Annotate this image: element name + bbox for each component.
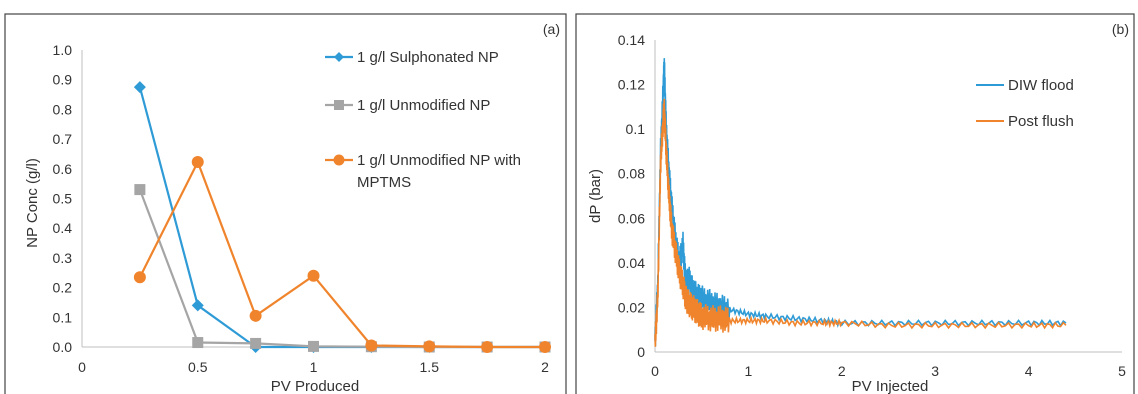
legend-item: 1 g/l Unmodified NP: [325, 97, 490, 114]
series-line: [654, 98, 1067, 347]
panel-b-axes: [654, 40, 1122, 353]
data-point: [133, 271, 146, 284]
data-point: [481, 341, 494, 353]
panel-a-y-axis-title: NP Conc (g/l): [24, 158, 41, 248]
series-3: [133, 155, 551, 353]
data-point: [192, 337, 204, 349]
x-tick-label: 2: [838, 363, 846, 379]
panel-b-series: [654, 58, 1067, 347]
panel-a-label: (a): [543, 21, 560, 37]
y-tick-label: 0.8: [53, 101, 73, 117]
legend-label: 1 g/l Unmodified NP: [357, 97, 490, 114]
data-point: [250, 337, 262, 349]
data-point: [365, 339, 378, 352]
x-tick-label: 1: [310, 359, 318, 375]
data-point: [191, 155, 204, 168]
x-tick-label: 4: [1025, 363, 1033, 379]
legend-item: 1 g/l Unmodified NP with MPTMS: [325, 152, 521, 191]
data-point: [134, 184, 146, 196]
y-tick-label: 0.06: [618, 210, 645, 226]
series-line: [138, 159, 545, 349]
y-tick-label: 0.4: [53, 220, 73, 236]
legend-marker: [334, 100, 344, 110]
y-tick-label: 0.9: [53, 72, 73, 88]
y-tick-label: 0: [637, 344, 645, 360]
y-tick-label: 0.14: [618, 32, 645, 48]
panel-b-y-ticks: 0 0.02 0.04 0.06 0.08 0.1 0.12 0.14: [618, 32, 645, 360]
data-point: [423, 340, 436, 353]
y-tick-label: 0.1: [53, 309, 73, 325]
y-tick-label: 0.0: [53, 339, 73, 355]
legend-label: 1 g/l Unmodified NP with: [357, 152, 521, 169]
legend-item: 1 g/l Sulphonated NP: [325, 49, 499, 66]
y-tick-label: 0.7: [53, 131, 73, 147]
panel-b-label: (b): [1112, 21, 1129, 37]
x-tick-label: 1: [745, 363, 753, 379]
y-tick-label: 0.2: [53, 280, 73, 296]
panel-a-y-ticks: 0.0 0.1 0.2 0.3 0.4 0.5 0.6 0.7 0.8 0.9 1.0: [53, 42, 73, 355]
x-tick-label: 0: [78, 359, 86, 375]
x-tick-label: 0: [651, 363, 659, 379]
data-point: [307, 269, 320, 282]
x-tick-label: 5: [1118, 363, 1126, 379]
panel-b-y-axis-title: dP (bar): [587, 169, 604, 223]
y-tick-label: 0.1: [626, 121, 646, 137]
y-tick-label: 1.0: [53, 42, 73, 58]
y-tick-label: 0.08: [618, 166, 645, 182]
panel-b-legend: DIW flood Post flush: [976, 77, 1074, 130]
data-point: [191, 299, 204, 312]
data-point: [249, 309, 262, 322]
legend-marker: [333, 154, 345, 166]
y-tick-label: 0.02: [618, 299, 645, 315]
legend-label: 1 g/l Sulphonated NP: [357, 49, 499, 66]
data-point: [539, 341, 551, 353]
legend-item: DIW flood: [976, 77, 1074, 94]
y-tick-label: 0.6: [53, 161, 73, 177]
x-tick-label: 1.5: [420, 359, 440, 375]
y-tick-label: 0.04: [618, 255, 645, 271]
panel-a-legend: 1 g/l Sulphonated NP 1 g/l Unmodified NP 1…: [325, 49, 521, 191]
panel-a-frame: [4, 13, 567, 394]
x-tick-label: 3: [931, 363, 939, 379]
x-tick-label: 0.5: [188, 359, 208, 375]
panel-a-x-axis-title: PV Produced: [271, 378, 359, 394]
panel-b-x-ticks: 0 1 2 3 4 5: [651, 363, 1126, 379]
legend-item: Post flush: [976, 113, 1074, 130]
legend-label: DIW flood: [1008, 77, 1074, 94]
legend-marker: [334, 52, 344, 62]
y-tick-label: 0.12: [618, 77, 645, 93]
panel-a-x-ticks: 0 0.5 1 1.5 2: [78, 359, 549, 375]
series-2: [654, 98, 1067, 347]
panel-a-series: [133, 81, 551, 353]
y-tick-label: 0.3: [53, 250, 73, 266]
x-tick-label: 2: [541, 359, 549, 375]
data-point: [133, 81, 146, 94]
panel-b-x-axis-title: PV Injected: [852, 378, 929, 394]
y-tick-label: 0.5: [53, 191, 73, 207]
data-point: [308, 340, 319, 352]
legend-label: Post flush: [1008, 113, 1074, 130]
legend-label: MPTMS: [357, 174, 411, 191]
